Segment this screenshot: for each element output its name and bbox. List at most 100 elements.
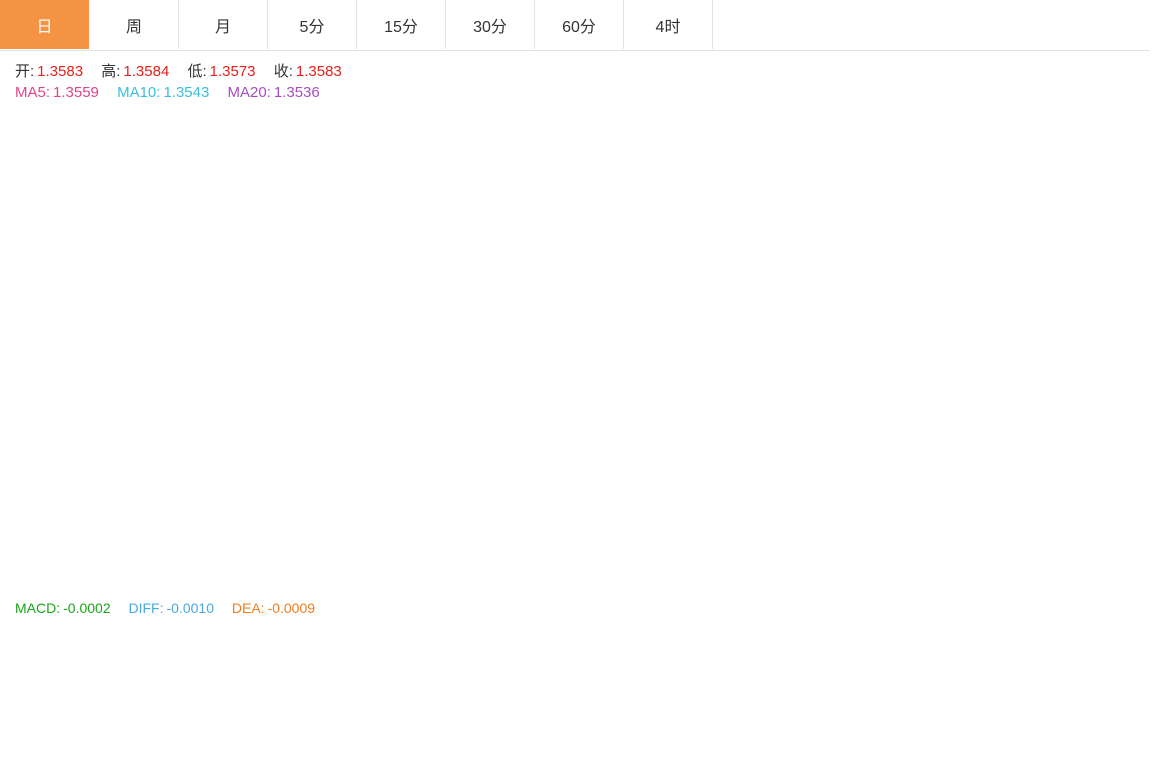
candle-body (81, 396, 93, 434)
macd-bar (178, 661, 190, 679)
macd-bar (1110, 678, 1122, 693)
candle-body (885, 258, 897, 273)
candle-body (676, 268, 688, 305)
candle-body (869, 258, 881, 347)
candle-body (113, 281, 125, 300)
candle-body (949, 272, 961, 275)
macd-bar (451, 678, 463, 686)
macd-bar (81, 676, 93, 679)
macd-bar (821, 678, 833, 698)
candle-body (146, 305, 158, 380)
candle-body (499, 326, 511, 356)
macd-bar (1142, 678, 1154, 684)
candle-body (355, 247, 367, 325)
macd-bar (1158, 678, 1170, 684)
open-value: 1.3583 (37, 63, 84, 80)
high-value: 1.3584 (123, 63, 170, 80)
candle-body (371, 247, 383, 325)
candle-body (547, 278, 559, 305)
candle-body (274, 393, 286, 417)
tab-4[interactable]: 15分 (357, 0, 446, 49)
macd-bar (596, 678, 608, 680)
candle-body (644, 270, 656, 316)
macd-bar (130, 649, 142, 679)
y-tick-label: 1.3297 (1068, 574, 1111, 590)
macd-bar (162, 668, 174, 679)
candle-body (563, 304, 575, 325)
candle-body (387, 324, 399, 358)
diff-line (6, 661, 1165, 740)
macd-bar (692, 640, 704, 679)
macd-bar (1078, 678, 1090, 689)
candle-body (338, 343, 350, 351)
tab-7[interactable]: 4时 (624, 0, 713, 49)
macd-bar (612, 671, 624, 679)
macd-bar (1094, 678, 1106, 693)
ma10-line (6, 224, 1133, 599)
macd-bar (772, 678, 784, 698)
candle-body (194, 328, 206, 355)
macd-bar (933, 678, 945, 686)
macd-bar (258, 678, 270, 693)
macd-bar (1062, 678, 1074, 689)
current-price-box (1058, 164, 1116, 187)
tab-0[interactable]: 日 (0, 0, 89, 49)
candle-body (933, 323, 945, 331)
dea-line (6, 677, 1164, 716)
candle-body (997, 195, 1009, 198)
candle-body (1078, 223, 1090, 226)
macd-bar (210, 664, 222, 679)
macd-bar (563, 678, 575, 684)
macd-bar (355, 678, 367, 680)
candle-body (178, 340, 190, 355)
candle-body (65, 433, 77, 450)
ma10-value: 1.3543 (163, 84, 210, 101)
macd-bar (1, 678, 13, 705)
macd-bar (965, 678, 977, 680)
candle-body (467, 219, 479, 248)
macd-bar (981, 673, 993, 679)
y-tick-label: 1.3552 (1068, 231, 1111, 247)
macd-bar (17, 678, 29, 696)
low-value: 1.3573 (209, 63, 256, 80)
candle-body (853, 331, 865, 356)
candle-body (612, 303, 624, 306)
tab-5[interactable]: 30分 (446, 0, 535, 49)
macd-bar (628, 659, 640, 679)
candle-body (692, 198, 704, 269)
macd-bar (644, 647, 656, 679)
candle-body (258, 369, 270, 394)
macd-bar (580, 678, 592, 680)
macd-bar (419, 678, 431, 691)
tab-6[interactable]: 60分 (535, 0, 624, 49)
candle-body (210, 269, 222, 355)
macd-bar (274, 678, 286, 701)
candle-body (1013, 212, 1025, 217)
close-value: 1.3583 (295, 63, 342, 80)
ma20-value: 1.3536 (273, 84, 320, 101)
candle-body (660, 304, 672, 316)
macd-bar (756, 678, 768, 701)
macd-bar (435, 678, 447, 689)
candle-body (1062, 206, 1074, 211)
tab-2[interactable]: 月 (179, 0, 268, 49)
candle-body (740, 200, 752, 231)
tab-1[interactable]: 周 (90, 0, 179, 49)
y-tick-label: 1.3467 (1068, 345, 1111, 361)
macd-bar (917, 678, 929, 686)
macd-bar (146, 661, 158, 679)
candle-body (226, 274, 238, 340)
candle-body (965, 164, 977, 277)
macd-bar (97, 654, 109, 679)
low-label: 低: (187, 63, 207, 80)
y-tick-label: 1.3637 (1068, 116, 1111, 132)
macd-bar (547, 678, 559, 684)
candle-body (708, 191, 720, 199)
candle-body (1094, 284, 1106, 287)
candle-body (531, 278, 543, 323)
tab-3[interactable]: 5分 (268, 0, 357, 49)
macd-bar (467, 666, 479, 679)
macd-bar (403, 678, 415, 691)
macd-bar (371, 671, 383, 679)
